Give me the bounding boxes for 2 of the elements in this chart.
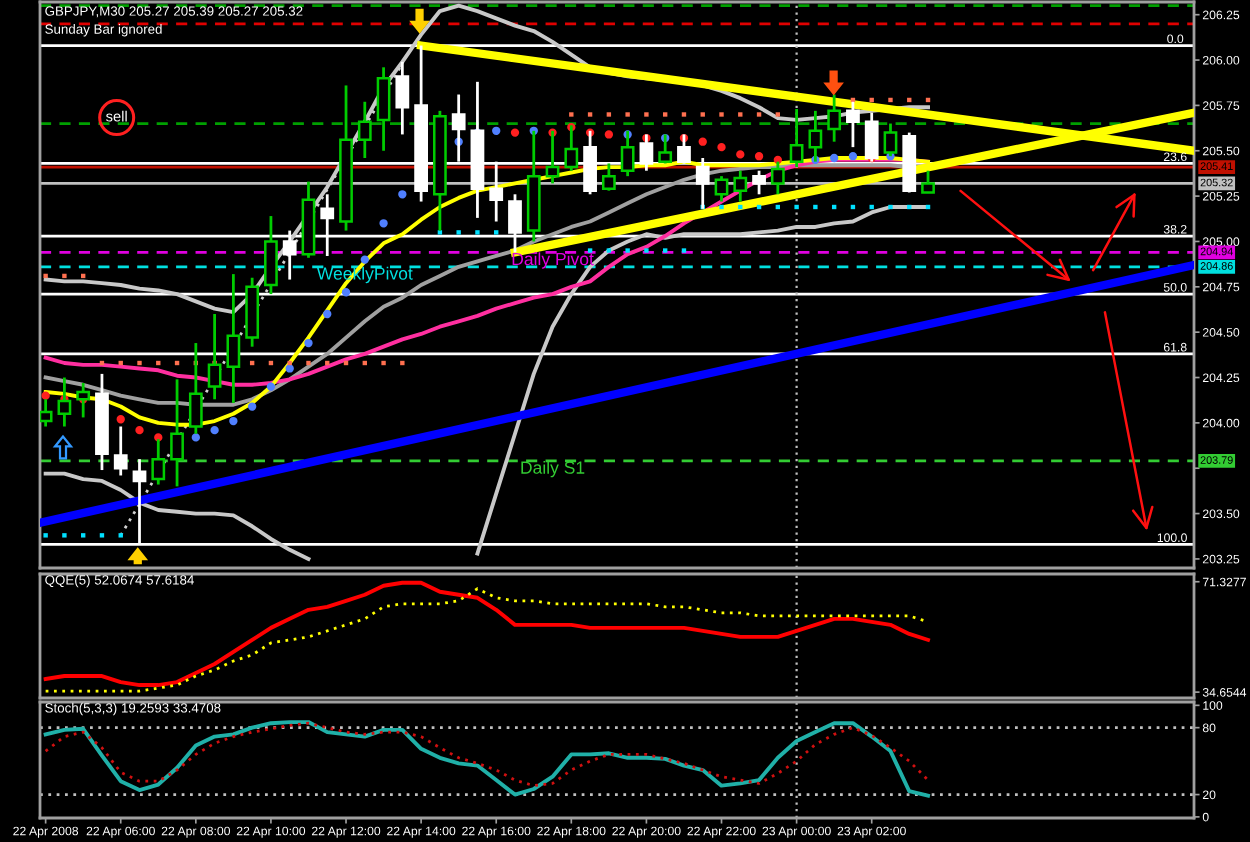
annotation: Daily S1	[521, 460, 585, 478]
annotation: Daily Pivot	[512, 252, 594, 269]
